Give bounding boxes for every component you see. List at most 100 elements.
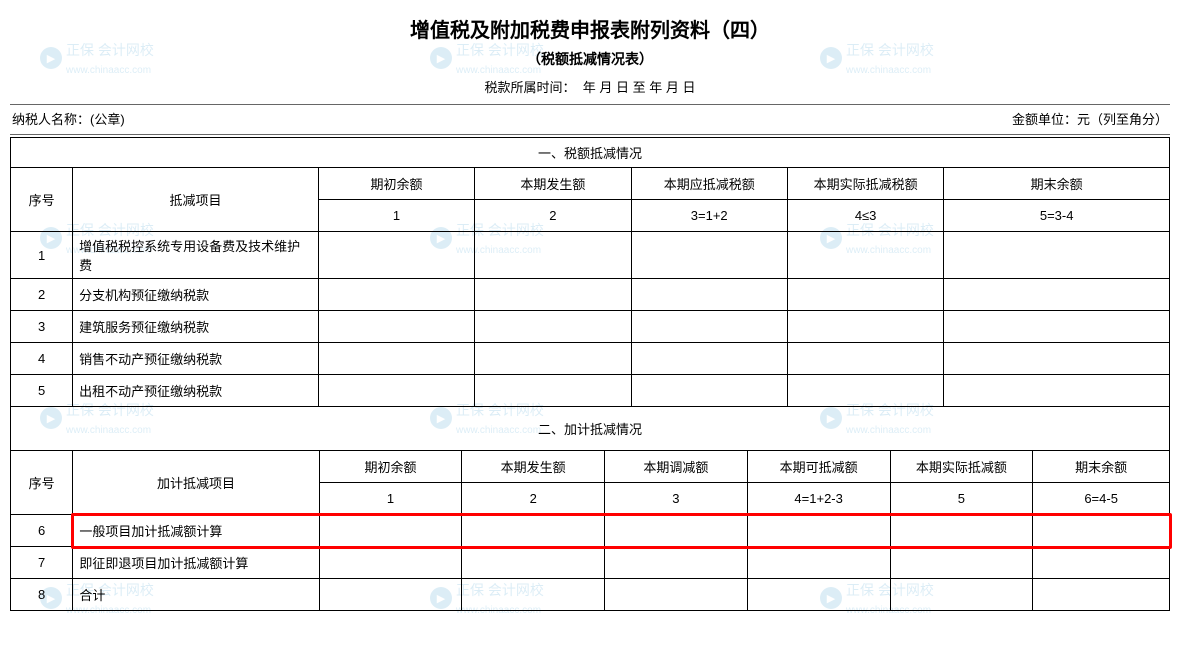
data-cell[interactable] [462, 547, 605, 579]
col-seq: 序号 [11, 451, 73, 515]
section2-title-row: 二、加计抵减情况 [11, 407, 1170, 451]
col-f1: 2 [462, 483, 605, 515]
col-h1: 本期发生额 [475, 168, 631, 200]
col-f1: 2 [475, 200, 631, 232]
data-cell[interactable] [787, 343, 943, 375]
item-cell: 建筑服务预征缴纳税款 [73, 311, 319, 343]
col-h4: 期末余额 [944, 168, 1170, 200]
item-cell: 增值税税控系统专用设备费及技术维护费 [73, 232, 319, 279]
data-cell[interactable] [944, 343, 1170, 375]
table-row: 2 分支机构预征缴纳税款 [11, 279, 1170, 311]
section1-header-row: 序号 抵减项目 期初余额 本期发生额 本期应抵减税额 本期实际抵减税额 期末余额 [11, 168, 1170, 200]
seq-cell: 2 [11, 279, 73, 311]
data-cell[interactable] [475, 232, 631, 279]
col-item: 加计抵减项目 [73, 451, 319, 515]
col-h5: 期末余额 [1033, 451, 1170, 483]
unit-label: 金额单位：元（列至角分） [1012, 109, 1168, 128]
data-cell[interactable] [944, 279, 1170, 311]
col-h0: 期初余额 [319, 451, 462, 483]
data-cell[interactable] [631, 375, 787, 407]
data-cell[interactable] [787, 375, 943, 407]
col-h2: 本期应抵减税额 [631, 168, 787, 200]
seq-cell: 3 [11, 311, 73, 343]
col-f4: 5=3-4 [944, 200, 1170, 232]
data-cell[interactable] [747, 579, 890, 611]
data-cell[interactable] [631, 311, 787, 343]
data-cell[interactable] [631, 232, 787, 279]
section1-title: 一、税额抵减情况 [11, 138, 1170, 168]
seq-cell: 5 [11, 375, 73, 407]
item-cell: 即征即退项目加计抵减额计算 [73, 547, 319, 579]
data-cell[interactable] [475, 343, 631, 375]
col-h2: 本期调减额 [605, 451, 748, 483]
data-cell[interactable] [890, 515, 1033, 547]
data-cell[interactable] [747, 547, 890, 579]
item-cell: 销售不动产预征缴纳税款 [73, 343, 319, 375]
page-subtitle: （税额抵减情况表） [10, 47, 1170, 71]
table-row: 3 建筑服务预征缴纳税款 [11, 311, 1170, 343]
taxpayer-label: 纳税人名称：(公章) [12, 109, 125, 128]
data-cell[interactable] [475, 311, 631, 343]
col-h1: 本期发生额 [462, 451, 605, 483]
data-cell[interactable] [318, 343, 474, 375]
data-cell[interactable] [787, 232, 943, 279]
data-cell[interactable] [787, 279, 943, 311]
col-f4: 5 [890, 483, 1033, 515]
table-row: 6 一般项目加计抵减额计算 [11, 515, 1170, 547]
data-cell[interactable] [319, 547, 462, 579]
table-row: 7 即征即退项目加计抵减额计算 [11, 547, 1170, 579]
seq-cell: 4 [11, 343, 73, 375]
data-cell[interactable] [318, 232, 474, 279]
meta-row: 纳税人名称：(公章) 金额单位：元（列至角分） [10, 104, 1170, 135]
data-cell[interactable] [944, 375, 1170, 407]
data-cell[interactable] [475, 375, 631, 407]
data-cell[interactable] [631, 343, 787, 375]
data-cell[interactable] [890, 579, 1033, 611]
tax-period: 税款所属时间： 年 月 日 至 年 月 日 [10, 71, 1170, 104]
data-cell[interactable] [631, 279, 787, 311]
data-cell[interactable] [747, 515, 890, 547]
form-content: 增值税及附加税费申报表附列资料（四） （税额抵减情况表） 税款所属时间： 年 月… [0, 0, 1180, 619]
data-cell[interactable] [944, 311, 1170, 343]
col-h0: 期初余额 [318, 168, 474, 200]
data-cell[interactable] [318, 311, 474, 343]
section1-title-row: 一、税额抵减情况 [11, 138, 1170, 168]
item-cell: 出租不动产预征缴纳税款 [73, 375, 319, 407]
data-cell[interactable] [318, 279, 474, 311]
col-h3: 本期可抵减额 [747, 451, 890, 483]
item-cell: 合计 [73, 579, 319, 611]
col-f0: 1 [319, 483, 462, 515]
item-cell: 一般项目加计抵减额计算 [73, 515, 319, 547]
col-item: 抵减项目 [73, 168, 319, 232]
data-cell[interactable] [319, 515, 462, 547]
data-cell[interactable] [462, 579, 605, 611]
data-cell[interactable] [605, 579, 748, 611]
data-cell[interactable] [605, 547, 748, 579]
table-row: 5 出租不动产预征缴纳税款 [11, 375, 1170, 407]
col-h3: 本期实际抵减税额 [787, 168, 943, 200]
data-cell[interactable] [605, 515, 748, 547]
data-cell[interactable] [318, 375, 474, 407]
data-cell[interactable] [1033, 579, 1170, 611]
table-row: 4 销售不动产预征缴纳税款 [11, 343, 1170, 375]
data-cell[interactable] [475, 279, 631, 311]
col-f3: 4=1+2-3 [747, 483, 890, 515]
col-seq: 序号 [11, 168, 73, 232]
seq-cell: 1 [11, 232, 73, 279]
data-cell[interactable] [319, 579, 462, 611]
col-f3: 4≤3 [787, 200, 943, 232]
table-section2: 二、加计抵减情况 序号 加计抵减项目 期初余额 本期发生额 本期调减额 本期可抵… [10, 406, 1170, 611]
data-cell[interactable] [1033, 515, 1170, 547]
seq-cell: 8 [11, 579, 73, 611]
data-cell[interactable] [787, 311, 943, 343]
data-cell[interactable] [462, 515, 605, 547]
section2-header-row: 序号 加计抵减项目 期初余额 本期发生额 本期调减额 本期可抵减额 本期实际抵减… [11, 451, 1170, 483]
col-f2: 3 [605, 483, 748, 515]
data-cell[interactable] [944, 232, 1170, 279]
page-title: 增值税及附加税费申报表附列资料（四） [10, 8, 1170, 47]
section2-title: 二、加计抵减情况 [11, 407, 1170, 451]
data-cell[interactable] [1033, 547, 1170, 579]
col-f0: 1 [318, 200, 474, 232]
data-cell[interactable] [890, 547, 1033, 579]
seq-cell: 7 [11, 547, 73, 579]
